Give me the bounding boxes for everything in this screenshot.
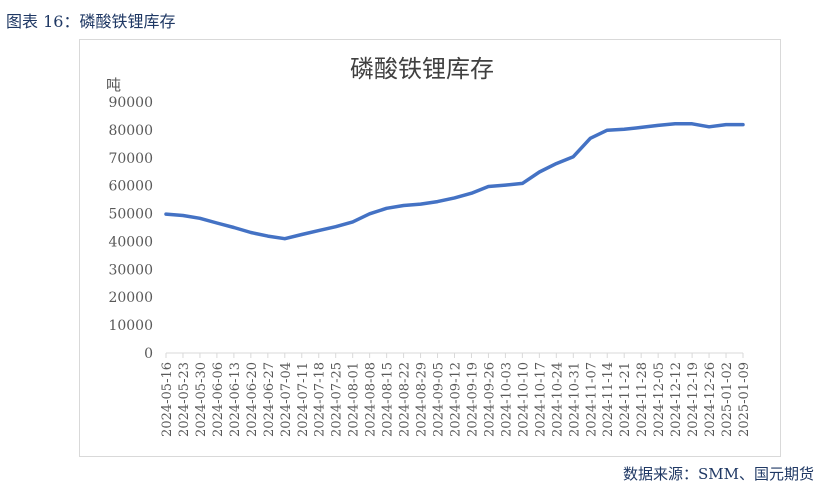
- data-point: [283, 237, 286, 240]
- x-tick-label: 2024-08-15: [381, 362, 396, 437]
- data-point: [639, 126, 643, 129]
- data-point: [232, 226, 236, 229]
- x-tick-label: 2024-05-16: [160, 362, 175, 437]
- source-note: 数据来源：SMM、国元期货: [623, 463, 814, 484]
- x-tick-label: 2024-07-25: [330, 362, 345, 437]
- source-rest: 、国元期货: [738, 465, 814, 483]
- data-point: [521, 182, 524, 185]
- data-point: [181, 214, 185, 217]
- x-tick-label: 2024-11-07: [584, 362, 599, 437]
- x-tick-label: 2024-07-04: [279, 362, 294, 437]
- data-point: [198, 217, 202, 220]
- y-axis-unit-label: 吨: [106, 76, 121, 94]
- source-english: SMM: [697, 465, 739, 483]
- data-point: [351, 220, 354, 224]
- x-tick-label: 2024-11-28: [635, 362, 650, 437]
- data-point: [164, 212, 168, 216]
- figure-caption: 图表 16：磷酸铁锂库存: [6, 12, 176, 31]
- plot-area: 0 10000 20000 30000 40000 50000 60000 70000 8000…: [108, 95, 752, 437]
- x-tick-label: 2024-10-31: [567, 362, 582, 437]
- x-tick-label: 2024-07-11: [296, 362, 311, 437]
- series-line: [164, 122, 745, 241]
- line-chart: 磷酸铁锂库存 吨 0 10000 20000 30000 40000 50000 60000…: [106, 55, 752, 437]
- x-tick-label: 2024-09-26: [482, 362, 497, 437]
- y-tick-label: 20000: [108, 290, 153, 306]
- data-point: [504, 183, 507, 187]
- x-tick-label: 2024-07-18: [313, 362, 328, 437]
- chart-title: 磷酸铁锂库存: [350, 55, 494, 83]
- data-point: [453, 196, 456, 200]
- data-point: [589, 137, 592, 140]
- data-point: [249, 231, 253, 234]
- x-tick-label: 2024-12-12: [669, 362, 684, 437]
- x-tick-label: 2024-10-24: [550, 362, 565, 437]
- figure-label-number: 16: [43, 12, 64, 31]
- data-point: [368, 212, 371, 216]
- data-point: [606, 128, 609, 132]
- data-point: [317, 229, 320, 232]
- x-tick-label: 2024-06-06: [211, 362, 226, 437]
- x-tick-label: 2024-12-05: [652, 362, 667, 437]
- x-tick-label: 2024-09-19: [465, 362, 480, 437]
- data-point: [623, 128, 626, 131]
- source-prefix: 数据来源：: [622, 465, 698, 483]
- x-tick-label: 2024-12-19: [686, 362, 701, 437]
- x-tick-label: 2025-01-02: [720, 362, 735, 437]
- x-tick-label: 2024-06-20: [245, 362, 260, 437]
- data-point: [215, 221, 219, 225]
- x-tick-label: 2024-09-05: [432, 362, 447, 437]
- y-tick-label: 90000: [108, 95, 153, 111]
- x-tick-label: 2024-08-01: [347, 362, 362, 437]
- x-tick-label: 2024-08-22: [398, 362, 413, 437]
- figure-label-prefix: 图表: [6, 12, 39, 31]
- y-tick-label: 40000: [108, 234, 153, 250]
- y-tick-label: 10000: [108, 318, 153, 334]
- x-tick-label: 2024-09-12: [449, 362, 464, 437]
- data-point: [470, 191, 473, 195]
- y-tick-label: 0: [144, 346, 153, 362]
- x-tick-label: 2024-05-23: [177, 362, 192, 437]
- x-tick-label: 2024-10-03: [499, 362, 514, 437]
- data-point: [741, 123, 745, 126]
- chart-frame: 磷酸铁锂库存 吨 0 10000 20000 30000 40000 50000 60000…: [79, 39, 781, 457]
- x-tick-label: 2024-10-17: [533, 362, 548, 437]
- data-point: [690, 122, 694, 125]
- data-point: [402, 204, 405, 207]
- x-tick-label: 2024-05-30: [194, 362, 209, 437]
- data-point: [572, 155, 575, 158]
- y-tick-label: 80000: [108, 123, 153, 139]
- x-tick-label: 2024-11-14: [601, 362, 616, 437]
- data-point: [419, 202, 422, 206]
- figure-label-title: 磷酸铁锂库存: [79, 12, 176, 31]
- y-tick-label: 30000: [108, 262, 153, 278]
- data-point: [707, 125, 711, 129]
- x-tick-label: 2025-01-09: [737, 362, 752, 437]
- data-point: [266, 234, 270, 238]
- x-tick-label: 2024-08-08: [364, 362, 379, 437]
- y-tick-label: 70000: [108, 151, 153, 167]
- data-point: [385, 207, 388, 210]
- data-point: [656, 124, 660, 127]
- x-tick-label: 2024-10-10: [516, 362, 531, 437]
- x-tick-label: 2024-12-26: [703, 362, 718, 437]
- data-point: [538, 170, 541, 174]
- data-point: [436, 200, 439, 203]
- x-tick-label: 2024-06-27: [262, 362, 277, 437]
- x-tick-label: 2024-08-29: [415, 362, 430, 437]
- data-point: [724, 123, 728, 126]
- data-point: [300, 233, 303, 236]
- x-tick-label: 2024-11-21: [618, 362, 633, 437]
- data-point: [334, 225, 337, 228]
- data-point: [487, 185, 490, 188]
- y-tick-label: 60000: [108, 179, 153, 195]
- y-tick-label: 50000: [108, 207, 153, 223]
- data-point: [555, 162, 558, 165]
- data-point: [673, 122, 677, 125]
- x-tick-label: 2024-06-13: [228, 362, 243, 437]
